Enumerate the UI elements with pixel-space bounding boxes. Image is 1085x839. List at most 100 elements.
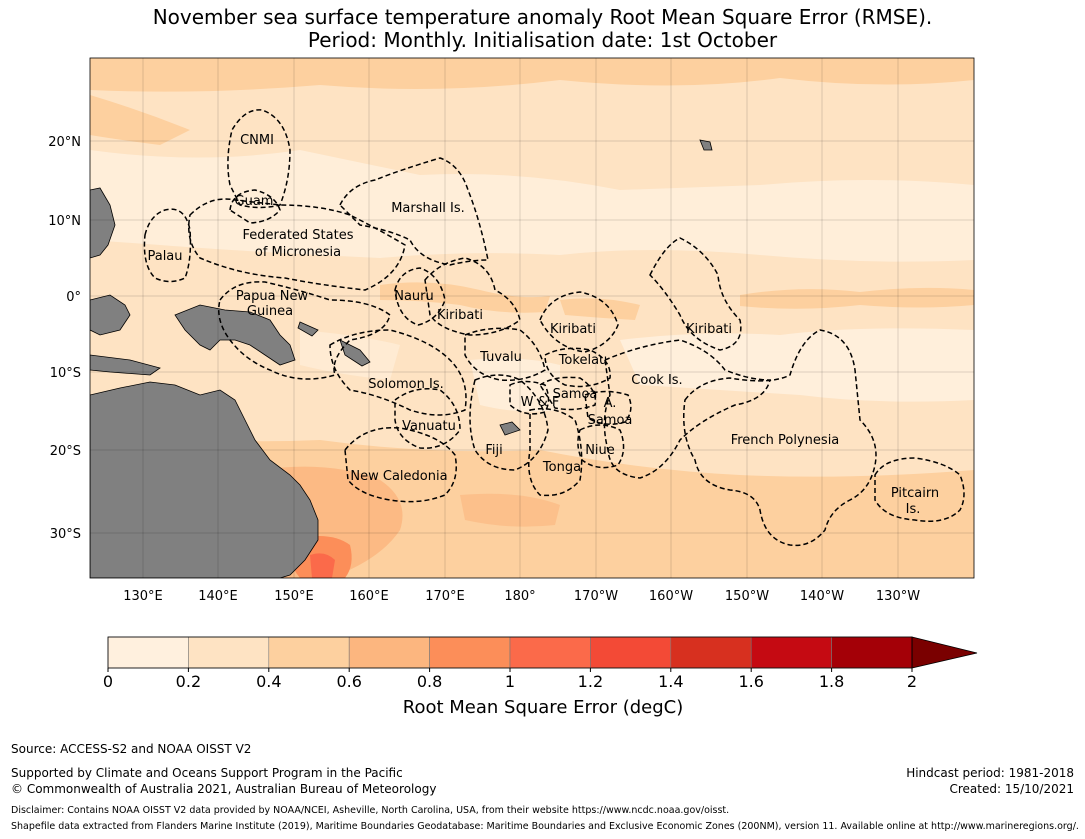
pitcairn-eez bbox=[874, 457, 965, 522]
graticule bbox=[90, 58, 974, 578]
colorbar: 0 0.2 0.4 0.6 0.8 1 1.2 1.4 1.6 1.8 2 Root Mean Sq… bbox=[103, 636, 978, 718]
colorbar-tick-label: 0.2 bbox=[176, 672, 201, 691]
label-png-line1: Papua New bbox=[236, 289, 309, 304]
philippines bbox=[90, 187, 116, 259]
lat-tick: 20°S bbox=[50, 444, 81, 459]
colorbar-label: Root Mean Square Error (degC) bbox=[403, 697, 684, 718]
label-niue: Niue bbox=[585, 443, 615, 458]
nusa-tenggara bbox=[90, 354, 161, 376]
label-fiji: Fiji bbox=[485, 443, 502, 458]
lon-tick: 170°E bbox=[425, 589, 465, 604]
colorbar-swatch bbox=[107, 636, 189, 669]
kiribati-west-eez bbox=[424, 257, 521, 336]
label-marshall: Marshall Is. bbox=[391, 201, 465, 216]
label-guam: Guam bbox=[235, 194, 274, 209]
png-eez bbox=[218, 281, 391, 380]
lon-tick: 170°W bbox=[574, 589, 618, 604]
map-title-line2: Period: Monthly. Initialisation date: 1s… bbox=[307, 28, 778, 52]
colorbar-swatch bbox=[670, 636, 752, 669]
label-american-samoa-samoa: Samoa bbox=[588, 413, 633, 428]
wf-eez bbox=[509, 380, 550, 415]
australia bbox=[90, 381, 319, 578]
label-pitcairn-line2: Is. bbox=[906, 502, 921, 517]
lat-tick: 0° bbox=[66, 290, 81, 305]
colorbar-tick-label: 1.6 bbox=[738, 672, 763, 691]
lon-tick: 160°E bbox=[349, 589, 389, 604]
label-vanuatu: Vanuatu bbox=[402, 419, 456, 434]
cook-eez bbox=[603, 339, 771, 479]
label-tokelau: Tokelau bbox=[558, 353, 608, 368]
label-cnmi: CNMI bbox=[240, 133, 274, 148]
map-frame bbox=[89, 57, 975, 579]
tuvalu-eez bbox=[464, 327, 546, 382]
colorbar-tick-label: 0 bbox=[103, 672, 113, 691]
label-png-line2: Guinea bbox=[247, 304, 293, 319]
cnmi-eez bbox=[227, 109, 291, 209]
new-caledonia-eez bbox=[344, 426, 457, 503]
colorbar-swatch bbox=[590, 636, 672, 669]
label-kiribati-east: Kiribati bbox=[686, 322, 732, 337]
label-palau: Palau bbox=[147, 249, 182, 264]
label-pitcairn-line1: Pitcairn bbox=[891, 486, 939, 501]
label-cook: Cook Is. bbox=[631, 373, 682, 388]
hindcast-text: Hindcast period: 1981-2018 bbox=[906, 766, 1074, 780]
lon-tick: 130°E bbox=[123, 589, 163, 604]
colorbar-swatch bbox=[268, 636, 350, 669]
colorbar-tick-label: 1.2 bbox=[578, 672, 603, 691]
new-ireland bbox=[297, 321, 319, 337]
colorbar-swatch bbox=[509, 636, 591, 669]
colorbar-tick-label: 0.4 bbox=[256, 672, 281, 691]
region-labels: CNMI Guam Marshall Is. Palau Federated S… bbox=[147, 133, 939, 517]
colorbar-tick-label: 2 bbox=[907, 672, 917, 691]
created-text: Created: 15/10/2021 bbox=[949, 782, 1074, 796]
colorbar-swatch bbox=[750, 636, 832, 669]
lon-tick: 140°E bbox=[198, 589, 238, 604]
map-title-line1: November sea surface temperature anomaly… bbox=[152, 5, 933, 29]
samoa-eez bbox=[538, 376, 597, 411]
land-masses bbox=[90, 139, 713, 578]
label-american-samoa-a: A. bbox=[604, 396, 617, 411]
colorbar-swatch bbox=[429, 636, 511, 669]
copyright-text: © Commonwealth of Australia 2021, Austra… bbox=[11, 782, 437, 796]
tonga-eez bbox=[528, 408, 583, 497]
colorbar-extend-arrow bbox=[911, 636, 978, 669]
lon-tick: 150°E bbox=[274, 589, 314, 604]
hawaii bbox=[699, 139, 713, 151]
support-text: Supported by Climate and Oceans Support … bbox=[11, 766, 403, 780]
label-fsm-line2: of Micronesia bbox=[255, 245, 341, 260]
longitude-ticks: 130°E 140°E 150°E 160°E 170°E 180° 170°W… bbox=[123, 589, 920, 604]
palau-eez bbox=[143, 208, 192, 283]
label-nauru: Nauru bbox=[394, 289, 434, 304]
label-samoa: Samoa bbox=[553, 387, 598, 402]
map-area bbox=[90, 58, 974, 578]
french-polynesia-eez bbox=[683, 329, 877, 547]
label-wf: W & F bbox=[521, 395, 560, 410]
source-text: Source: ACCESS-S2 and NOAA OISST V2 bbox=[11, 742, 252, 756]
fiji-eez bbox=[469, 374, 549, 471]
solomon-islands bbox=[339, 339, 371, 367]
label-kiribati-west: Kiribati bbox=[437, 308, 483, 323]
label-tuvalu: Tuvalu bbox=[479, 350, 522, 365]
new-guinea bbox=[174, 304, 296, 366]
lat-tick: 30°S bbox=[50, 527, 81, 542]
label-fsm-line1: Federated States bbox=[243, 228, 354, 243]
fsm-eez bbox=[188, 198, 406, 291]
lon-tick: 150°W bbox=[725, 589, 769, 604]
tokelau-eez bbox=[544, 347, 611, 388]
lat-tick: 10°N bbox=[48, 214, 81, 229]
lon-tick: 180° bbox=[504, 589, 535, 604]
lon-tick: 160°W bbox=[649, 589, 693, 604]
lon-tick: 130°W bbox=[876, 589, 920, 604]
label-solomon: Solomon Is. bbox=[368, 377, 444, 392]
latitude-ticks: 20°N 10°N 0° 10°S 20°S 30°S bbox=[48, 135, 81, 542]
colorbar-tick-label: 1 bbox=[505, 672, 515, 691]
guam-eez bbox=[229, 189, 281, 224]
colorbar-tick-label: 1.4 bbox=[658, 672, 683, 691]
eez-boundaries bbox=[143, 109, 965, 547]
colorbar-swatch bbox=[831, 636, 913, 669]
label-tonga: Tonga bbox=[542, 460, 581, 475]
solomon-eez bbox=[329, 329, 467, 416]
american-samoa-eez bbox=[584, 390, 632, 425]
colorbar-tick-label: 0.6 bbox=[336, 672, 361, 691]
